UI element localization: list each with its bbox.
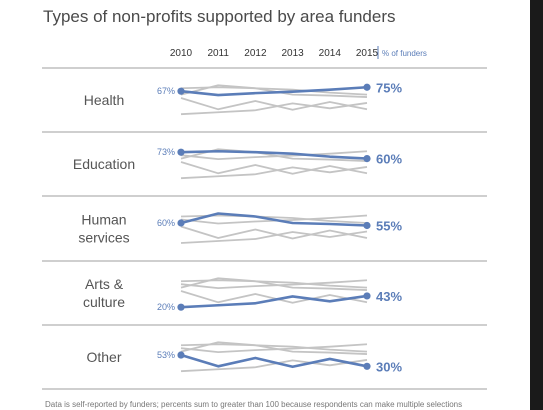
- highlight-line: [180, 294, 368, 309]
- context-line: [180, 359, 368, 373]
- window-edge: [530, 0, 543, 410]
- category-label: culture: [83, 294, 125, 310]
- context-line: [180, 225, 368, 240]
- end-value-label: 30%: [376, 359, 402, 374]
- highlight-line: [180, 353, 368, 369]
- end-point: [363, 155, 371, 163]
- end-point: [363, 292, 371, 300]
- start-point: [177, 351, 185, 359]
- context-line: [180, 150, 368, 160]
- end-value-label: 60%: [376, 152, 402, 167]
- context-line: [180, 290, 368, 304]
- start-value-label: 73%: [157, 147, 175, 157]
- highlight-line: [180, 85, 368, 97]
- context-line: [180, 161, 368, 175]
- highlight-line: [180, 212, 368, 227]
- start-value-label: 60%: [157, 218, 175, 228]
- context-line: [180, 279, 368, 289]
- end-point: [363, 221, 371, 230]
- end-value-label: 55%: [376, 219, 402, 234]
- category-label: Arts &: [85, 276, 124, 292]
- year-label: 2010: [170, 48, 193, 59]
- year-label: 2014: [319, 48, 342, 59]
- footnote: Data is self-reported by funders; percen…: [45, 400, 463, 409]
- end-point: [363, 362, 371, 370]
- start-value-label: 20%: [157, 302, 175, 312]
- unit-label: % of funders: [382, 49, 427, 58]
- start-value-label: 67%: [157, 86, 175, 96]
- end-value-label: 43%: [376, 289, 402, 304]
- year-label: 2015: [356, 48, 379, 59]
- category-label: Other: [86, 349, 121, 365]
- context-line: [180, 97, 368, 111]
- start-point: [177, 87, 185, 95]
- start-value-label: 53%: [157, 350, 175, 360]
- chart-title: Types of non-profits supported by area f…: [43, 7, 396, 26]
- year-label: 2011: [207, 48, 229, 59]
- context-line: [180, 277, 368, 291]
- end-point: [363, 83, 371, 91]
- context-line: [180, 102, 368, 116]
- category-label: Education: [73, 156, 135, 172]
- end-value-label: 75%: [376, 80, 402, 95]
- start-point: [177, 148, 185, 156]
- small-multiples-chart: 2010 2011 2012 2013 2014 2015% of funders Heal…: [42, 46, 487, 390]
- year-label: 2013: [281, 48, 304, 59]
- start-point: [177, 219, 185, 227]
- year-label: 2012: [244, 48, 267, 59]
- context-line: [180, 343, 368, 353]
- highlight-line: [180, 149, 368, 160]
- context-line: [180, 166, 368, 180]
- category-label: Health: [84, 92, 124, 108]
- start-point: [177, 303, 185, 311]
- context-line: [180, 341, 368, 355]
- category-label: Human: [81, 212, 126, 228]
- context-line: [180, 230, 368, 244]
- category-label: services: [78, 230, 129, 246]
